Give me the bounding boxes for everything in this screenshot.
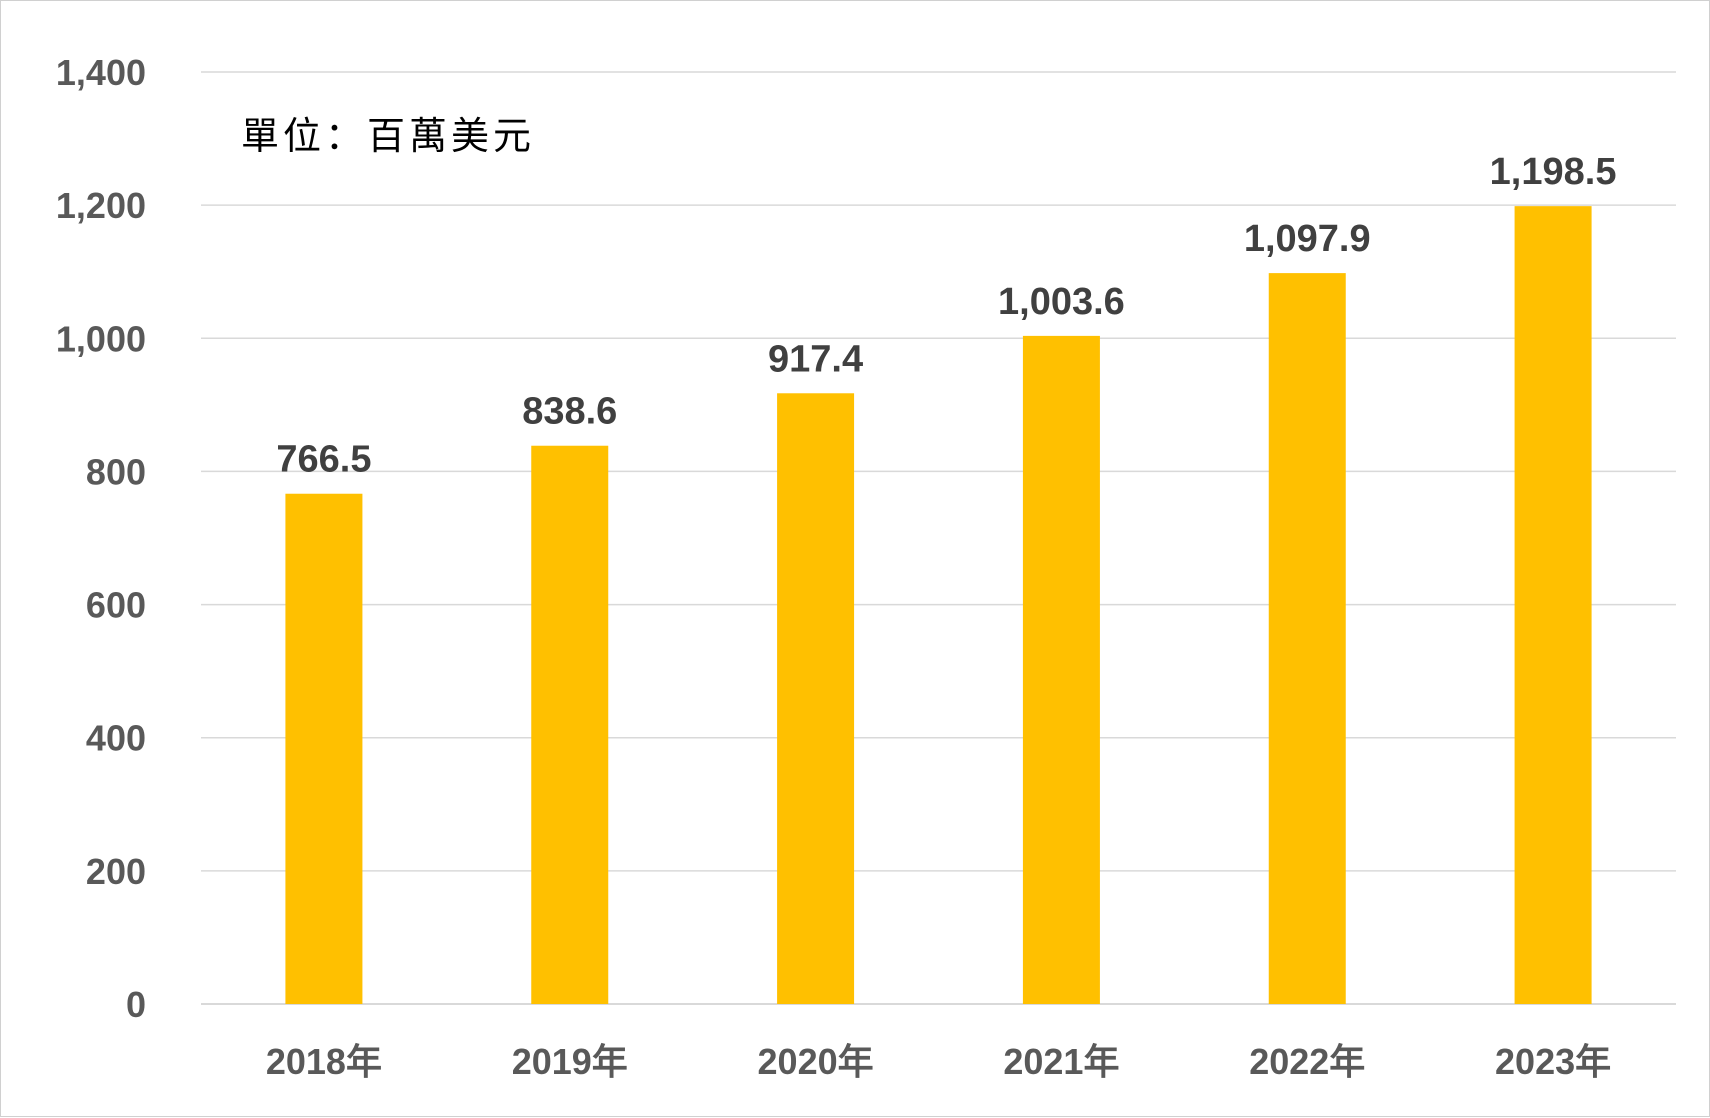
x-tick-label: 2020年 — [758, 1041, 874, 1082]
bars — [285, 206, 1592, 1005]
data-label: 838.6 — [522, 391, 617, 433]
bar — [1268, 273, 1346, 1004]
data-label: 1,198.5 — [1490, 151, 1617, 193]
gridlines — [201, 71, 1676, 1005]
bar — [531, 445, 609, 1004]
y-tick-label: 400 — [86, 718, 146, 759]
y-tick-label: 600 — [86, 585, 146, 626]
y-tick-label: 1,200 — [56, 185, 146, 226]
y-tick-label: 0 — [126, 984, 146, 1025]
x-tick-label: 2023年 — [1495, 1041, 1611, 1082]
x-tick-label: 2022年 — [1249, 1041, 1365, 1082]
data-labels: 766.5 838.6 917.4 1,003.6 1,097.9 1,198.5 — [276, 151, 1616, 481]
data-label: 917.4 — [768, 338, 863, 380]
x-tick-label: 2019年 — [512, 1041, 628, 1082]
bar — [1514, 206, 1592, 1005]
y-tick-label: 1,400 — [56, 52, 146, 93]
unit-note: 單位：百萬美元 — [241, 114, 535, 158]
data-label: 766.5 — [276, 439, 371, 481]
data-label: 1,097.9 — [1244, 218, 1371, 260]
y-tick-label: 1,000 — [56, 318, 146, 359]
x-axis-ticks: 2018年 2019年 2020年 2021年 2022年 2023年 — [266, 1041, 1611, 1082]
data-label: 1,003.6 — [998, 281, 1125, 323]
bar — [285, 493, 363, 1004]
bar — [1022, 335, 1100, 1004]
x-tick-label: 2018年 — [266, 1041, 382, 1082]
y-tick-label: 200 — [86, 851, 146, 892]
x-tick-label: 2021年 — [1003, 1041, 1119, 1082]
y-tick-label: 800 — [86, 451, 146, 492]
bar — [777, 393, 855, 1005]
y-axis-ticks: 0 200 400 600 800 1,000 1,200 1,400 — [56, 52, 146, 1025]
